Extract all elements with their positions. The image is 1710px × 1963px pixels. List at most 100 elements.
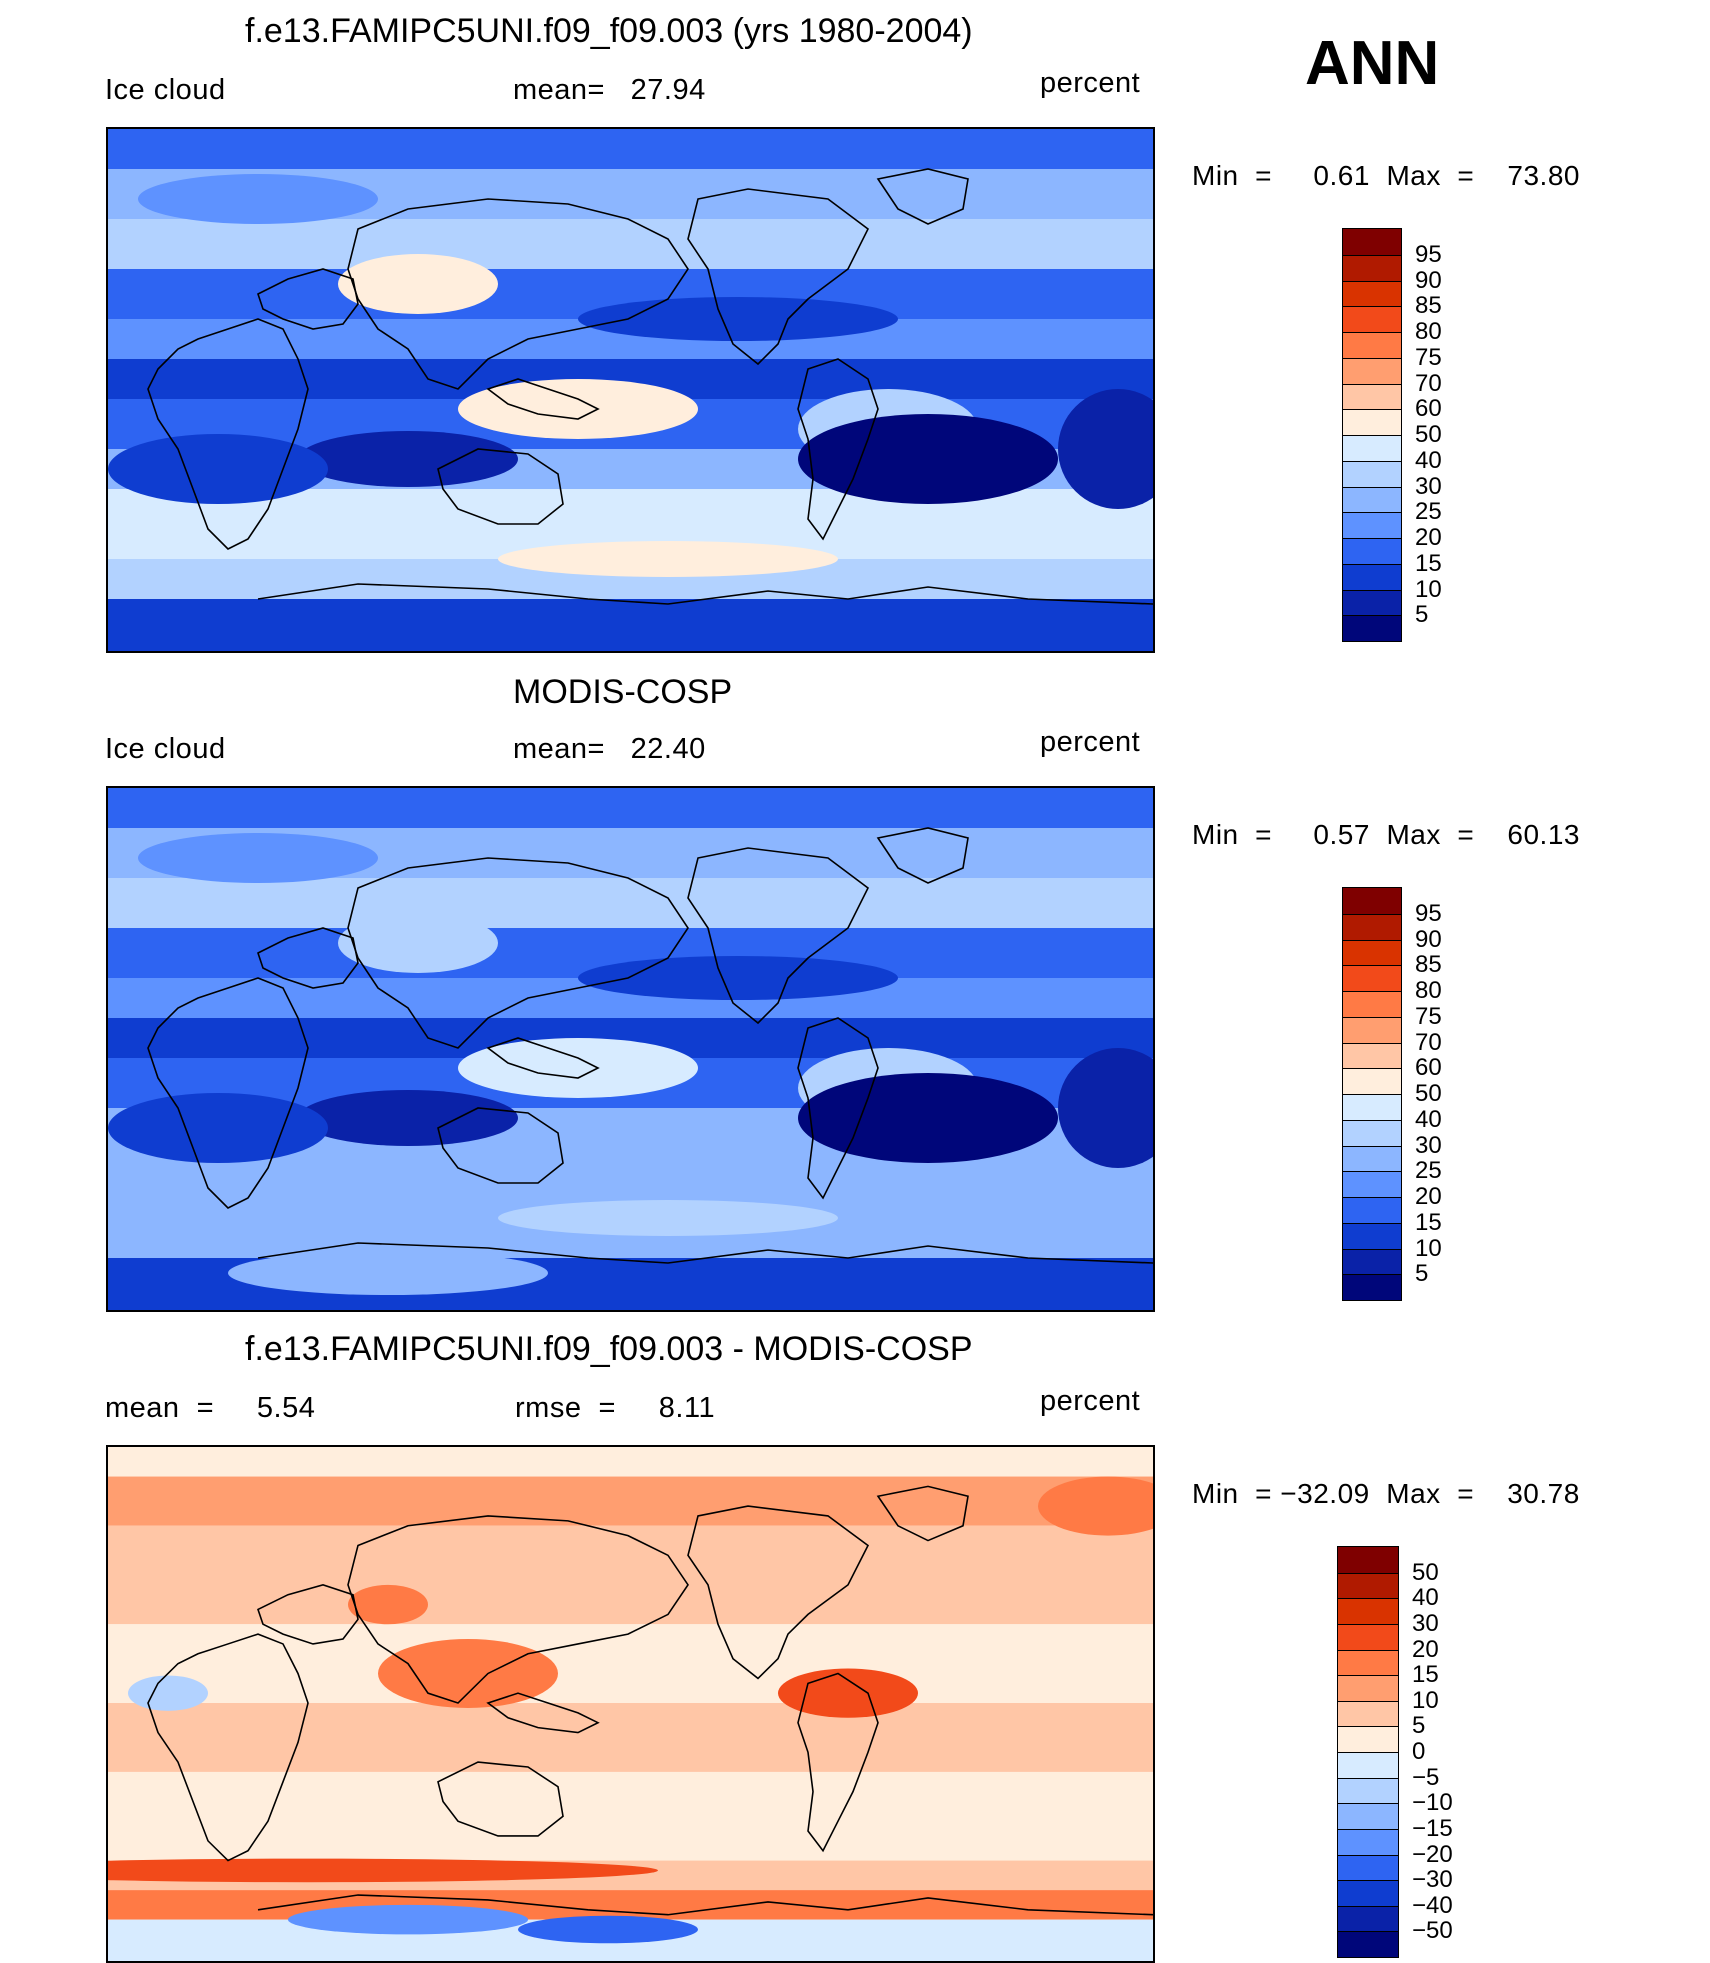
coastline	[257, 1584, 359, 1645]
colorbar-tick-label: 5	[1412, 1712, 1426, 1740]
field-blob	[498, 541, 838, 577]
coastline	[147, 318, 309, 550]
colorbar-swatch	[1343, 991, 1401, 1017]
colorbar-tick-label: 15	[1412, 1661, 1439, 1689]
coastline	[347, 857, 689, 1049]
colorbar-swatch	[1338, 1880, 1398, 1906]
field-band	[108, 129, 1153, 169]
coastline	[437, 448, 564, 525]
panel-2-units-label: percent	[1040, 726, 1141, 758]
panel-2-map	[106, 786, 1155, 1312]
colorbar-tick-label: −30	[1412, 1866, 1453, 1894]
colorbar-tick-label: 95	[1415, 240, 1442, 268]
colorbar-tick-label: 10	[1415, 1234, 1442, 1262]
field-band	[108, 1890, 1153, 1920]
coastline	[257, 268, 359, 330]
panel-3-mean-label: mean = 5.54	[105, 1392, 316, 1424]
field-band	[108, 1624, 1153, 1704]
panel-2-title: MODIS-COSP	[513, 673, 733, 711]
colorbar-swatch	[1343, 1094, 1401, 1120]
field-blob	[1058, 1048, 1153, 1168]
field-blob	[458, 1038, 698, 1098]
colorbar-swatch	[1343, 332, 1401, 358]
colorbar-swatch	[1343, 1197, 1401, 1223]
colorbar-tick-label: 5	[1415, 601, 1429, 629]
field-blob	[778, 1668, 918, 1718]
colorbar-swatch	[1343, 460, 1401, 487]
colorbar-tick-label: 25	[1415, 1157, 1442, 1185]
field-blob	[458, 379, 698, 439]
colorbar-swatch	[1343, 280, 1401, 307]
coastline	[486, 378, 600, 420]
colorbar-swatch	[1338, 1777, 1398, 1804]
colorbar-swatch	[1338, 1828, 1398, 1855]
coastline	[687, 188, 870, 366]
colorbar-tick-label: −15	[1412, 1814, 1453, 1842]
colorbar-tick-label: 50	[1415, 1080, 1442, 1107]
colorbar-swatch	[1343, 563, 1401, 590]
colorbar-tick-label: 75	[1415, 1002, 1442, 1030]
field-blob	[1038, 1476, 1153, 1536]
colorbar-swatch	[1338, 1572, 1398, 1599]
colorbar-swatch	[1343, 1274, 1401, 1300]
colorbar-tick-label: 70	[1415, 1028, 1442, 1056]
field-blob	[298, 431, 518, 487]
panel-1-colorbar: 95 90 85 80 75 70 60 50 40 30 25 20 15 10 5	[1342, 228, 1442, 642]
colorbar-swatch	[1343, 254, 1401, 281]
panel-1-units-label: percent	[1040, 67, 1141, 99]
colorbar-swatch	[1343, 383, 1401, 410]
field-band	[108, 219, 1153, 269]
colorbar-tick-label: 80	[1415, 977, 1442, 1004]
colorbar-tick-label: 90	[1415, 266, 1442, 294]
panel-2-minmax: Min = 0.57 Max = 60.13	[1192, 819, 1580, 850]
colorbar-swatch	[1338, 1598, 1398, 1624]
coastline	[687, 1505, 870, 1680]
panel-2-colorbar: 95 90 85 80 75 70 60 50 40 30 25 20 15 10 5	[1342, 887, 1442, 1301]
colorbar-tick-label: 85	[1415, 292, 1442, 320]
field-blob	[578, 956, 898, 1000]
coastline	[876, 168, 969, 225]
colorbar-swatch	[1343, 1248, 1401, 1275]
colorbar-swatch	[1343, 229, 1401, 255]
panel-3-colorbar: 50 40 30 20 15 10 5 0 −5 −10 −15 −20 −30 −40 −50	[1337, 1546, 1453, 1958]
panel-3-units-label: percent	[1040, 1385, 1141, 1417]
colorbar-swatch	[1343, 409, 1401, 435]
coastline	[257, 1242, 1153, 1264]
colorbar-swatch	[1343, 1119, 1401, 1146]
colorbar-swatch	[1338, 1905, 1398, 1932]
field-blob	[138, 174, 378, 224]
coastline	[486, 1692, 600, 1734]
panel-3-title: f.e13.FAMIPC5UNI.f09_f09.003 - MODIS-COS…	[245, 1330, 973, 1368]
colorbar-tick-label: 95	[1415, 899, 1442, 927]
field-blob	[338, 254, 498, 314]
panel-1-title: f.e13.FAMIPC5UNI.f09_f09.003 (yrs 1980-2…	[245, 12, 973, 50]
coastline	[257, 927, 359, 989]
field-blob	[578, 297, 898, 341]
field-band	[108, 1703, 1153, 1772]
colorbar-tick-label: 40	[1415, 446, 1442, 474]
field-blob	[518, 1915, 698, 1944]
season-label: ANN	[1305, 29, 1440, 98]
coastline	[257, 1894, 1153, 1916]
field-band	[108, 1476, 1153, 1526]
field-blob	[108, 434, 328, 504]
colorbar-swatch	[1338, 1675, 1398, 1701]
panel-3-map	[106, 1445, 1155, 1963]
coastline	[437, 1761, 564, 1837]
colorbar-swatch	[1343, 486, 1401, 513]
map-field	[108, 1447, 1153, 1961]
colorbar-tick-label: 70	[1415, 369, 1442, 397]
colorbar-swatch	[1343, 1171, 1401, 1197]
coastline	[876, 1485, 969, 1542]
colorbar-swatch	[1338, 1752, 1398, 1778]
colorbar-swatch	[1338, 1854, 1398, 1881]
field-blob	[378, 1639, 558, 1708]
coastline	[347, 1515, 689, 1704]
field-band	[108, 788, 1153, 828]
colorbar-tick-label: 85	[1415, 951, 1442, 979]
colorbar-tick-label: −40	[1412, 1891, 1453, 1919]
colorbar-tick-label: 5	[1415, 1260, 1429, 1288]
field-blob	[798, 1073, 1058, 1163]
field-blob	[228, 1251, 548, 1295]
colorbar-tick-label: 80	[1415, 318, 1442, 345]
